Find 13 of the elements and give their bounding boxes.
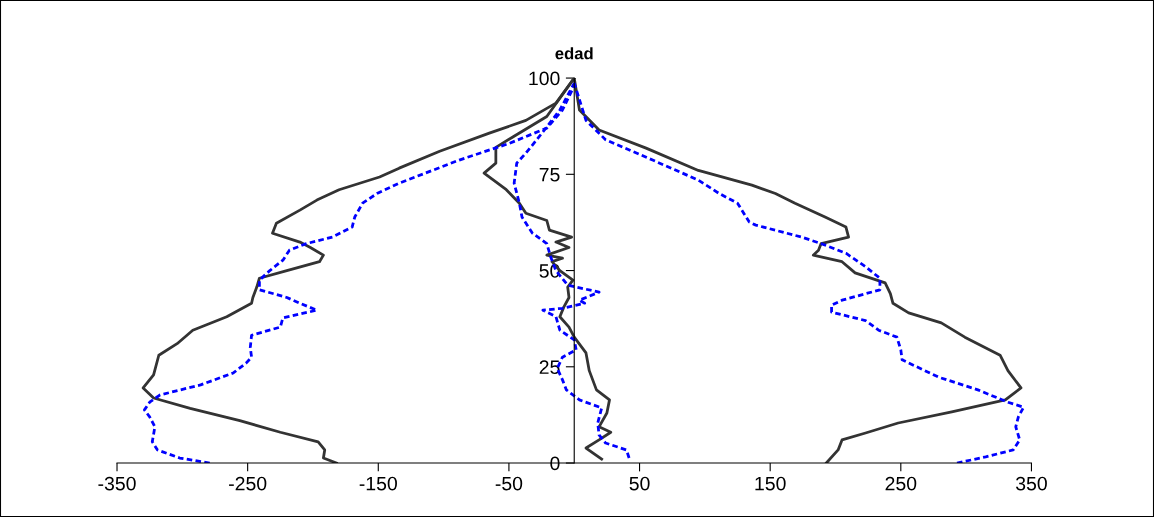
x-tick-label: -250	[229, 476, 267, 491]
y-tick-label: 75	[539, 167, 560, 182]
y-tick-label: 100	[529, 71, 560, 86]
x-tick-label: 350	[1015, 476, 1047, 491]
x-tick-label: 250	[885, 476, 917, 491]
x-tick-label: -150	[359, 476, 397, 491]
y-axis-title: edad	[555, 47, 593, 60]
x-tick-label: 150	[755, 476, 786, 491]
x-tick-label: -350	[98, 476, 136, 491]
x-tick-label: 50	[629, 476, 650, 491]
x-tick-label: -50	[495, 476, 523, 491]
y-tick-label: 25	[539, 360, 560, 375]
y-tick-label: 0	[550, 456, 560, 471]
